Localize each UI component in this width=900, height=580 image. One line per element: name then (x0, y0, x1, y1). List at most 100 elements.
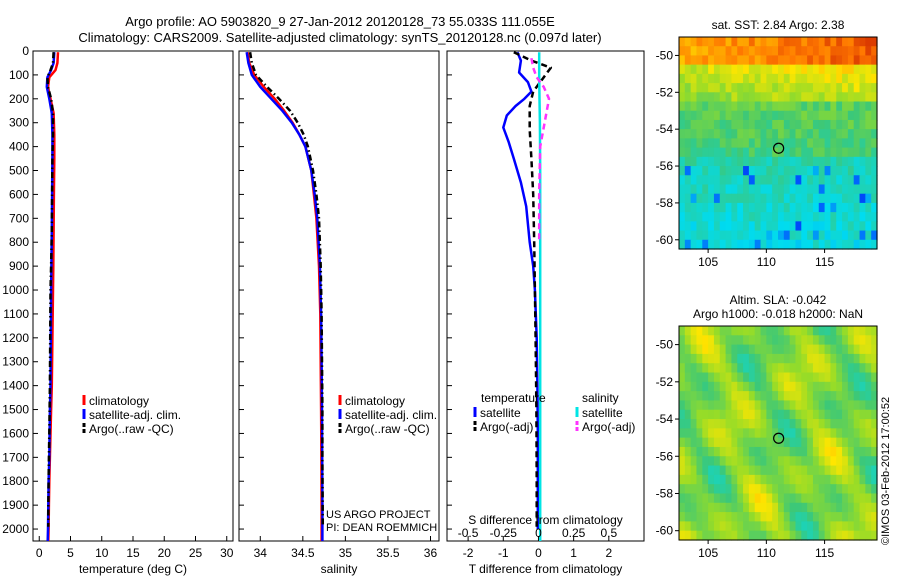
heatmap-cell (696, 446, 703, 457)
heatmap-cell (702, 230, 709, 241)
heatmap-cell (737, 147, 744, 158)
heatmap-cell (766, 156, 773, 167)
heatmap-cell (766, 465, 773, 476)
heatmap-cell (789, 465, 797, 476)
heatmap-cell (743, 92, 750, 103)
heatmap-cell (766, 428, 773, 439)
heatmap-cell (818, 400, 826, 411)
legend-temperature-satellite-label: satellite (480, 406, 521, 420)
heatmap-cell (679, 230, 686, 241)
heatmap-cell (679, 73, 686, 84)
heatmap-cell (766, 193, 773, 204)
heatmap-cell (731, 428, 738, 439)
heatmap-cell (783, 502, 791, 513)
heatmap-cell (737, 110, 744, 121)
heatmap-cell (859, 344, 866, 355)
heatmap-cell (824, 46, 832, 57)
heatmap-cell (766, 391, 773, 402)
heatmap-cell (760, 493, 767, 504)
heatmap-cell (760, 166, 767, 176)
heatmap-cell (684, 363, 692, 374)
heatmap-cell (871, 46, 878, 57)
x-tick-label: 2 (605, 546, 612, 560)
x-tick-label: 0 (535, 546, 542, 560)
heatmap-cell (778, 166, 785, 176)
heatmap-cell (754, 381, 762, 392)
heatmap-cell (684, 64, 692, 75)
heatmap-cell (760, 239, 767, 250)
heatmap-cell (743, 119, 750, 130)
heatmap-cell (859, 202, 866, 213)
heatmap-cell (795, 73, 802, 84)
heatmap-cell (859, 46, 866, 57)
heatmap-cell (789, 193, 797, 204)
heatmap-cell (818, 101, 826, 112)
heatmap-cell (684, 55, 692, 66)
heatmap-cell (690, 372, 698, 383)
heatmap-cell (760, 37, 767, 47)
heatmap-cell (684, 83, 692, 93)
heatmap-cell (836, 419, 843, 429)
heatmap-cell (818, 493, 826, 504)
heatmap-cell (842, 101, 849, 112)
heatmap-cell (830, 110, 837, 121)
heatmap-cell (690, 409, 698, 420)
heatmap-cell (743, 64, 750, 75)
heatmap-cell (743, 437, 750, 448)
heatmap-cell (731, 129, 738, 139)
heatmap-cell (807, 456, 814, 467)
heatmap-cell (719, 193, 727, 204)
heatmap-cell (737, 530, 744, 541)
heatmap-cell (818, 184, 826, 195)
heatmap-cell (772, 353, 779, 364)
heatmap-cell (807, 212, 814, 222)
heatmap-cell (696, 83, 703, 93)
heatmap-cell (778, 156, 785, 167)
heatmap-cell (696, 419, 703, 429)
heatmap-cell (737, 493, 744, 504)
heatmap-cell (731, 344, 738, 355)
series-line-salinity-argo-adj (530, 57, 551, 243)
heatmap-cell (865, 335, 872, 346)
series-line-salinity-satellite (537, 52, 542, 541)
heatmap-cell (772, 419, 779, 429)
heatmap-cell (783, 326, 791, 336)
heatmap-cell (783, 101, 791, 112)
heatmap-cell (748, 110, 756, 121)
heatmap-cell (702, 391, 709, 402)
heatmap-cell (725, 175, 733, 186)
heatmap-cell (871, 64, 878, 75)
heatmap-cell (847, 381, 855, 392)
heatmap-cell (754, 129, 762, 139)
heatmap-cell (783, 156, 791, 167)
heatmap-cell (743, 493, 750, 504)
map-x-tick-label: 105 (698, 255, 718, 269)
heatmap-cell (842, 530, 849, 541)
heatmap-cell (754, 119, 762, 130)
heatmap-cell (871, 119, 878, 130)
heatmap-cell (853, 456, 861, 467)
heatmap-cell (847, 166, 855, 176)
heatmap-cell (719, 400, 727, 411)
heatmap-cell (743, 110, 750, 121)
heatmap-cell (789, 409, 797, 420)
heatmap-cell (859, 92, 866, 103)
heatmap-cell (847, 230, 855, 241)
heatmap-cell (859, 119, 866, 130)
heatmap-cell (713, 202, 721, 213)
heatmap-cell (853, 119, 861, 130)
heatmap-cell (684, 193, 692, 204)
heatmap-cell (830, 512, 837, 522)
heatmap-cell (696, 202, 703, 213)
heatmap-cell (696, 110, 703, 121)
heatmap-cell (719, 344, 727, 355)
heatmap-cell (743, 474, 750, 485)
heatmap-cell (830, 493, 837, 504)
heatmap-cell (789, 335, 797, 346)
heatmap-cell (795, 46, 802, 57)
heatmap-cell (847, 353, 855, 364)
heatmap-cell (818, 55, 826, 66)
heatmap-cell (812, 419, 820, 429)
heatmap-cell (679, 493, 686, 504)
heatmap-cell (871, 391, 878, 402)
